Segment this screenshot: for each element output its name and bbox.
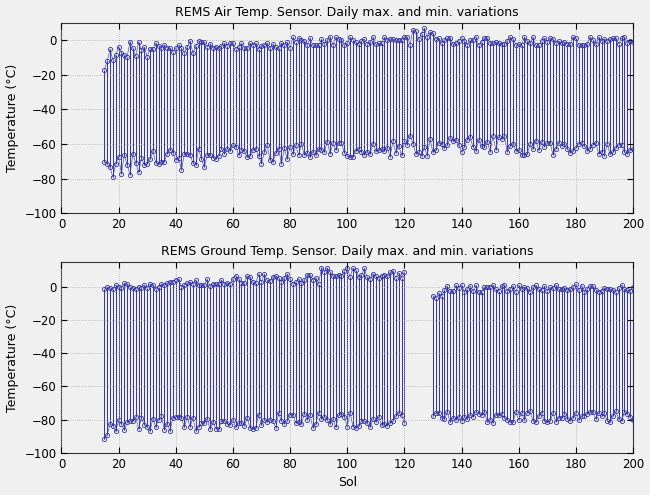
Y-axis label: Temperature (°C): Temperature (°C): [6, 64, 19, 172]
Title: REMS Ground Temp. Sensor. Daily max. and min. variations: REMS Ground Temp. Sensor. Daily max. and…: [161, 246, 534, 258]
X-axis label: Sol: Sol: [337, 476, 357, 489]
Title: REMS Air Temp. Sensor. Daily max. and min. variations: REMS Air Temp. Sensor. Daily max. and mi…: [176, 6, 519, 19]
Y-axis label: Temperature (°C): Temperature (°C): [6, 303, 19, 411]
